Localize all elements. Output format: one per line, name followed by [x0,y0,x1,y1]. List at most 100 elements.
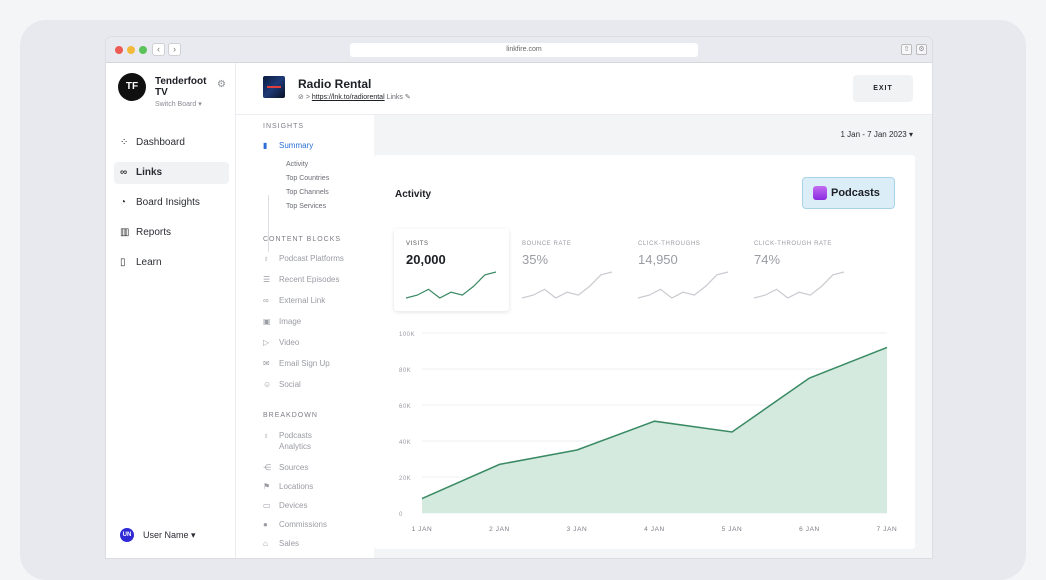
user-menu[interactable]: User Name ▾ [143,530,196,541]
share-icon[interactable]: ⇧ [901,44,912,55]
y-tick-label: 40K [399,440,411,446]
subnav-podcasts-analytics[interactable]: ♁Podcasts Analytics [263,430,363,452]
subnav-sources[interactable]: ⋲Sources [263,463,308,472]
stat-value: 14,950 [638,252,678,267]
image-icon: ▣ [263,317,279,326]
subnav-summary[interactable]: ▮Summary [263,141,313,150]
exit-button[interactable]: EXIT [853,75,913,102]
browser-titlebar: ‹ › linkfire.com ⇧ ⚙ [106,37,932,63]
x-tick-label: 4 JAN [644,526,665,533]
y-tick-label: 100K [399,332,415,338]
subnav-sales[interactable]: ⌂Sales [263,539,299,548]
subnav-recent-episodes[interactable]: ☰Recent Episodes [263,275,339,284]
forward-icon[interactable]: › [168,43,181,56]
pie-icon: ◔ [120,192,136,214]
y-tick-label: 0 [399,512,403,518]
sparkline-path [522,272,612,298]
sidebar-item-board-insights[interactable]: ◔Board Insights [114,192,229,214]
settings-icon[interactable]: ⚙ [916,44,927,55]
content-blocks-title: CONTENT BLOCKS [263,236,341,243]
stat-click-throughs[interactable]: CLICK-THROUGHS 14,950 [626,229,741,311]
coin-icon: ● [263,520,279,529]
x-tick-label: 5 JAN [722,526,743,533]
x-tick-label: 1 JAN [412,526,433,533]
book-icon: ▯ [120,252,136,274]
bar-chart-icon: ▮ [263,141,279,150]
link-icon: ∞ [120,162,136,184]
stat-value: 20,000 [406,252,446,267]
apple-podcasts-button[interactable]: Podcasts [802,177,895,209]
links-breadcrumb[interactable]: Links [387,94,403,101]
sparkline-path [638,272,728,298]
subnav-activity[interactable]: Activity [286,161,308,168]
org-name[interactable]: Tenderfoot TV [155,76,215,98]
breadcrumb: ⊘ > https://lnk.to/radiorental Links ✎ [298,93,411,101]
gear-icon[interactable]: ⚙ [217,79,226,90]
switch-board-dropdown[interactable]: Switch Board ▾ [155,100,202,108]
subnav-video[interactable]: ▷Video [263,338,299,347]
stat-label: CLICK-THROUGHS [638,241,700,247]
bar-chart-icon: ▥ [120,222,136,244]
x-tick-label: 3 JAN [567,526,588,533]
sidebar: TF Tenderfoot TV ⚙ Switch Board ▾ ⁘Dashb… [106,63,236,558]
mic-icon: ♁ [263,254,279,263]
x-tick-label: 2 JAN [489,526,510,533]
flag-icon: ⚑ [263,482,279,491]
subnav-devices[interactable]: ▭Devices [263,501,307,510]
stat-value: 74% [754,252,780,267]
breakdown-title: BREAKDOWN [263,412,318,419]
sidebar-item-learn[interactable]: ▯Learn [114,252,229,274]
insights-section-title: INSIGHTS [263,123,304,130]
sparkline [520,269,615,301]
avatar[interactable]: UN [120,528,134,542]
y-tick-label: 80K [399,368,411,374]
subnav-top-services[interactable]: Top Services [286,203,326,210]
card-title: Activity [395,189,431,200]
stat-value: 35% [522,252,548,267]
sidebar-item-links[interactable]: ∞Links [114,162,229,184]
sidebar-item-reports[interactable]: ▥Reports [114,222,229,244]
minimize-window-icon[interactable] [127,46,135,54]
browser-window: ‹ › linkfire.com ⇧ ⚙ TF Tenderfoot TV ⚙ … [106,37,932,558]
stat-label: CLICK-THROUGH RATE [754,241,832,247]
subnav-image[interactable]: ▣Image [263,317,301,326]
subnav-commissions[interactable]: ●Commissions [263,520,327,529]
stat-click-through-rate[interactable]: CLICK-THROUGH RATE 74% [742,229,857,311]
insights-subnav: INSIGHTS ▮Summary Activity Top Countries… [236,115,374,558]
link-header: Radio Rental ⊘ > https://lnk.to/radioren… [236,63,932,115]
subnav-podcast-platforms[interactable]: ♁Podcast Platforms [263,254,344,263]
sparkline-path [754,272,844,298]
divider [268,195,269,252]
subnav-external-link[interactable]: ∞External Link [263,296,325,305]
stat-label: BOUNCE RATE [522,241,572,247]
address-bar[interactable]: linkfire.com [350,43,698,57]
grid-icon: ⁘ [120,132,136,154]
back-icon[interactable]: ‹ [152,43,165,56]
short-link[interactable]: https://lnk.to/radiorental [312,94,385,101]
sparkline [636,269,731,301]
maximize-window-icon[interactable] [139,46,147,54]
edit-icon[interactable]: ✎ [405,94,411,101]
y-tick-label: 60K [399,404,411,410]
basket-icon: ⌂ [263,539,279,548]
area-fill [422,347,887,513]
subnav-locations[interactable]: ⚑Locations [263,482,313,491]
sidebar-item-dashboard[interactable]: ⁘Dashboard [114,132,229,154]
close-window-icon[interactable] [115,46,123,54]
play-icon: ▷ [263,338,279,347]
org-logo[interactable]: TF [118,73,146,101]
sparkline [404,269,499,301]
stat-bounce-rate[interactable]: BOUNCE RATE 35% [510,229,625,311]
device-icon: ▭ [263,501,279,510]
mic-icon: ♁ [263,430,279,441]
x-tick-label: 6 JAN [799,526,820,533]
date-range-picker[interactable]: 1 Jan - 7 Jan 2023 ▾ [840,130,913,139]
subnav-social[interactable]: ☺Social [263,380,301,389]
subnav-top-countries[interactable]: Top Countries [286,175,329,182]
subnav-email-sign-up[interactable]: ✉Email Sign Up [263,359,330,368]
subnav-top-channels[interactable]: Top Channels [286,189,329,196]
sparkline [752,269,847,301]
